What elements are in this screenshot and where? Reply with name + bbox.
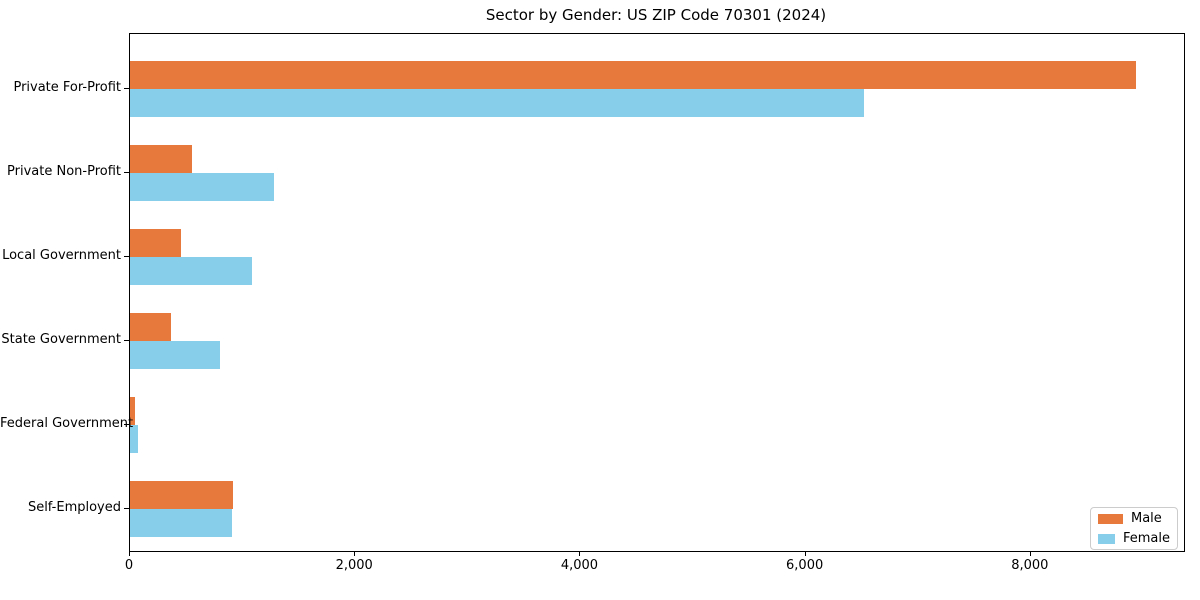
bar-male-federal-government [130,396,135,425]
x-tick-mark [129,551,130,556]
legend: Male Female [1090,507,1178,550]
bar-male-private-non-profit [130,144,192,173]
x-axis-label-4-000: 4,000 [560,558,599,573]
x-axis-label-0: 0 [124,558,134,573]
x-axis-label-2-000: 2,000 [335,558,373,573]
x-tick-mark [804,551,806,556]
legend-label-male: Male [1131,511,1162,526]
y-axis-label-private-non-profit: Private Non-Profit [7,163,121,179]
x-tick-mark [1029,551,1031,556]
bar-female-federal-government [130,424,138,453]
y-axis-label-private-for-profit: Private For-Profit [13,79,121,95]
y-axis-label-self-employed: Self-Employed [27,499,121,515]
y-axis-label-state-government: State Government [1,331,121,347]
bar-female-self-employed [130,508,233,537]
chart-title: Sector by Gender: US ZIP Code 70301 (202… [485,6,827,24]
y-axis-label-local-government: Local Government [2,247,121,263]
bar-female-state-government [130,340,220,369]
legend-item-male: Male [1098,511,1170,526]
bar-male-state-government [130,312,171,341]
y-tick-mark [124,87,129,89]
y-tick-mark [124,171,129,173]
male-legend-swatch-icon [1098,513,1123,524]
bar-male-local-government [130,228,181,257]
bar-female-local-government [130,256,252,285]
y-tick-mark [124,255,129,257]
bar-female-private-non-profit [130,172,275,201]
x-axis-label-6-000: 6,000 [786,558,824,573]
bar-female-private-for-profit [130,88,865,117]
legend-item-female: Female [1098,531,1170,546]
x-tick-mark [579,551,581,556]
female-legend-swatch-icon [1098,533,1115,544]
plot-area [129,33,1185,552]
legend-label-female: Female [1122,531,1170,546]
y-axis-label-federal-government: Federal Government [0,415,134,431]
x-axis-label-8-000: 8,000 [1011,558,1049,573]
bar-male-private-for-profit [130,60,1136,89]
y-tick-mark [124,507,129,509]
bar-male-self-employed [130,480,234,509]
x-tick-mark [354,551,356,556]
y-tick-mark [124,339,129,341]
y-tick-mark [124,423,129,425]
